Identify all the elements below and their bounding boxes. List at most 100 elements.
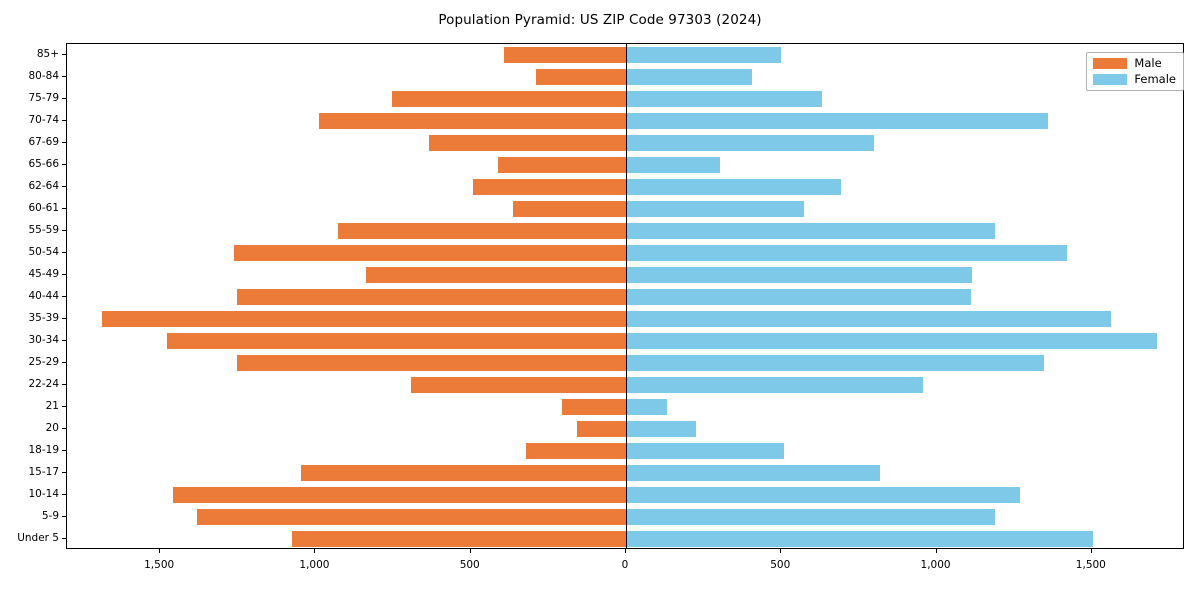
legend-label: Female bbox=[1134, 71, 1176, 86]
bar-row bbox=[67, 157, 1183, 173]
x-axis-tick-label: 500 bbox=[770, 559, 791, 571]
y-axis-tick-label: 22-24 bbox=[28, 378, 59, 390]
bar-female bbox=[626, 311, 1112, 327]
bar-female bbox=[626, 113, 1049, 129]
y-axis-tick-label: 80-84 bbox=[28, 70, 59, 82]
bar-male bbox=[291, 531, 626, 547]
y-axis-tick-mark bbox=[62, 120, 66, 121]
y-axis-tick-mark bbox=[62, 384, 66, 385]
zero-reference-line bbox=[625, 44, 627, 548]
y-axis-tick-label: 25-29 bbox=[28, 356, 59, 368]
bar-row bbox=[67, 135, 1183, 151]
bar-row bbox=[67, 267, 1183, 283]
y-axis-tick-mark bbox=[62, 472, 66, 473]
y-axis-tick-label: 55-59 bbox=[28, 224, 59, 236]
bar-row bbox=[67, 311, 1183, 327]
y-axis-tick-mark bbox=[62, 54, 66, 55]
bar-male bbox=[429, 135, 626, 151]
bar-male bbox=[503, 47, 626, 63]
y-axis-tick-mark bbox=[62, 538, 66, 539]
y-axis-tick-label: 67-69 bbox=[28, 136, 59, 148]
bar-female bbox=[626, 201, 804, 217]
y-axis-tick-label: 85+ bbox=[36, 48, 59, 60]
bar-female bbox=[626, 69, 753, 85]
legend-color-swatch bbox=[1093, 73, 1128, 85]
bar-female bbox=[626, 179, 842, 195]
bar-male bbox=[513, 201, 626, 217]
bar-row bbox=[67, 509, 1183, 525]
bar-male bbox=[392, 91, 626, 107]
y-axis-tick-mark bbox=[62, 450, 66, 451]
bar-male bbox=[525, 443, 626, 459]
y-axis-tick-label: 10-14 bbox=[28, 488, 59, 500]
bar-female bbox=[626, 157, 721, 173]
x-axis-tick-label: 1,500 bbox=[144, 559, 175, 571]
bar-row bbox=[67, 69, 1183, 85]
bar-female bbox=[626, 135, 875, 151]
bar-female bbox=[626, 333, 1158, 349]
y-axis-tick-label: 50-54 bbox=[28, 246, 59, 258]
y-axis-tick-label: 35-39 bbox=[28, 312, 59, 324]
bar-male bbox=[410, 377, 626, 393]
y-axis-tick-label: 45-49 bbox=[28, 268, 59, 280]
bar-male bbox=[236, 355, 626, 371]
y-axis-tick-mark bbox=[62, 186, 66, 187]
bar-male bbox=[236, 289, 626, 305]
y-axis-tick-mark bbox=[62, 494, 66, 495]
bar-male bbox=[577, 421, 626, 437]
x-axis-tick-mark bbox=[469, 549, 471, 553]
y-axis-tick-mark bbox=[62, 318, 66, 319]
bar-male bbox=[172, 487, 626, 503]
bar-male bbox=[497, 157, 626, 173]
x-axis-tick-mark bbox=[625, 549, 626, 553]
bar-row bbox=[67, 91, 1183, 107]
bar-row bbox=[67, 201, 1183, 217]
x-axis-tick-label: 1,000 bbox=[299, 559, 330, 571]
bar-row bbox=[67, 487, 1183, 503]
bar-male bbox=[196, 509, 626, 525]
y-axis-tick-label: 20 bbox=[45, 422, 59, 434]
bar-female bbox=[626, 465, 880, 481]
y-axis-tick-label: 15-17 bbox=[28, 466, 59, 478]
y-axis-tick-mark bbox=[62, 406, 66, 407]
legend: Male Female bbox=[1086, 52, 1184, 91]
y-axis-tick-mark bbox=[62, 296, 66, 297]
bar-row bbox=[67, 179, 1183, 195]
bar-female bbox=[626, 531, 1093, 547]
y-axis-tick-label: 18-19 bbox=[28, 444, 59, 456]
y-axis-tick-mark bbox=[62, 142, 66, 143]
chart-title: Population Pyramid: US ZIP Code 97303 (2… bbox=[438, 12, 762, 28]
bar-row bbox=[67, 421, 1183, 437]
x-axis-tick-mark bbox=[314, 549, 316, 553]
x-axis-tick-label: 1,000 bbox=[920, 559, 951, 571]
bar-row bbox=[67, 443, 1183, 459]
bar-row bbox=[67, 531, 1183, 547]
y-axis-tick-label: 75-79 bbox=[28, 92, 59, 104]
bar-female bbox=[626, 47, 782, 63]
y-axis-tick-mark bbox=[62, 516, 66, 517]
y-axis-tick-mark bbox=[62, 340, 66, 341]
y-axis-tick-label: 62-64 bbox=[28, 180, 59, 192]
y-axis-tick-label: 30-34 bbox=[28, 334, 59, 346]
y-axis-tick-mark bbox=[62, 274, 66, 275]
bar-row bbox=[67, 223, 1183, 239]
bar-row bbox=[67, 377, 1183, 393]
bar-male bbox=[472, 179, 626, 195]
x-axis-tick-label: 0 bbox=[621, 559, 629, 571]
x-axis-tick-label: 500 bbox=[459, 559, 480, 571]
y-axis-tick-label: Under 5 bbox=[17, 532, 59, 544]
bar-male bbox=[233, 245, 626, 261]
y-axis-tick-mark bbox=[62, 164, 66, 165]
bar-row bbox=[67, 355, 1183, 371]
bar-male bbox=[338, 223, 626, 239]
bar-female bbox=[626, 421, 697, 437]
legend-item: Female bbox=[1093, 71, 1176, 86]
bar-male bbox=[318, 113, 626, 129]
y-axis-tick-label: 65-66 bbox=[28, 158, 59, 170]
bar-male bbox=[300, 465, 626, 481]
y-axis-tick-label: 70-74 bbox=[28, 114, 59, 126]
bar-female bbox=[626, 245, 1067, 261]
y-axis-tick-mark bbox=[62, 98, 66, 99]
legend-color-swatch bbox=[1093, 58, 1128, 70]
